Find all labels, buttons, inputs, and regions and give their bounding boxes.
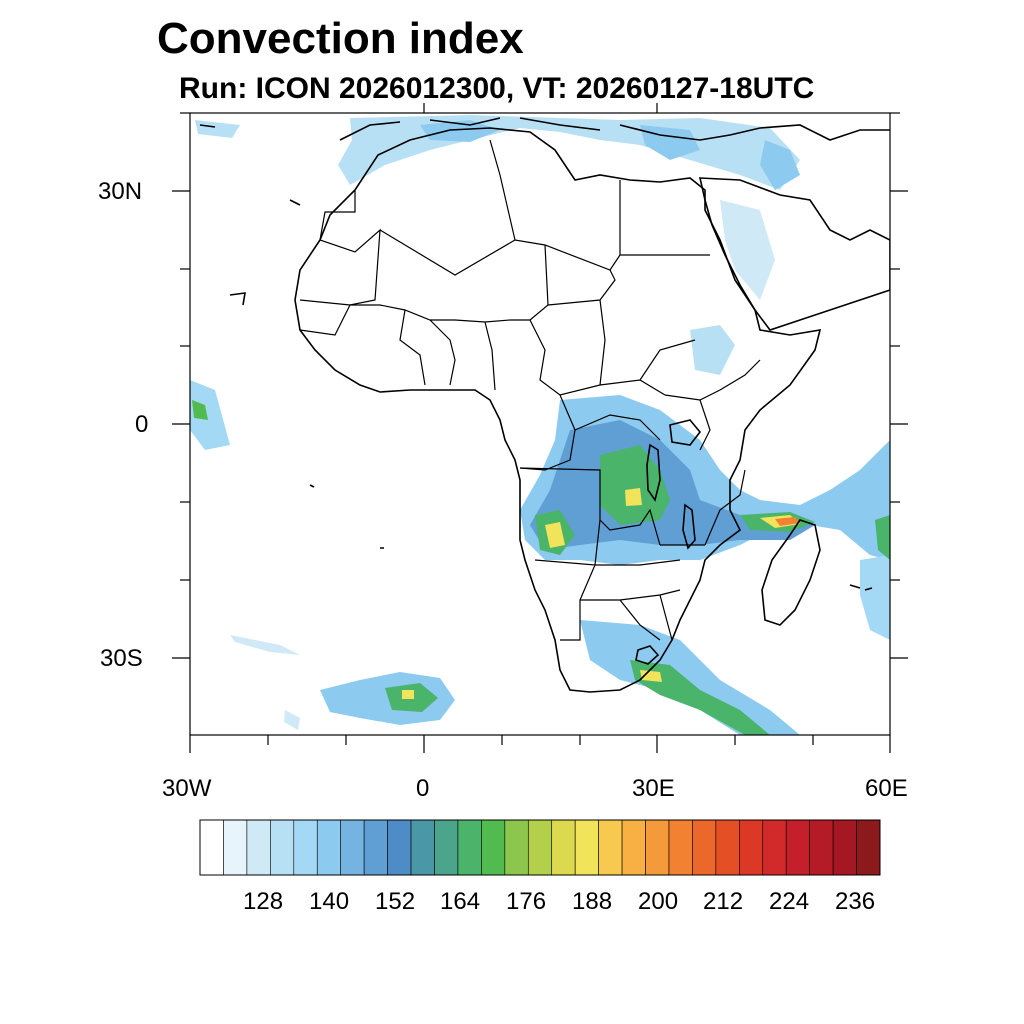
convection-patch-south-atlantic-streak [230,635,300,730]
convection-patch-southern-africa-hot [640,670,662,682]
convection-patch-westocean-strong [192,400,208,420]
colorbar-label-164: 164 [440,888,481,915]
colorbar-box-2 [246,819,271,876]
convection-patch-ethiopia [690,325,735,375]
colorbar-box-14 [527,819,553,876]
lake-tanganyika [646,443,661,502]
colorbar-box-16 [574,819,599,876]
colorbar-box-28 [856,819,881,876]
colorbar-label-212: 212 [703,888,744,915]
map-title: Convection index [157,14,524,63]
lon-label-60e: 60E [865,775,908,802]
africa-coastline [294,127,822,693]
colorbar-box-24 [762,819,787,876]
colorbar-box-8 [387,819,412,876]
colorbar-box-15 [551,819,576,876]
colorbar-box-0 [199,819,224,876]
colorbar-label-140: 140 [309,888,350,915]
border-lines-west [299,304,511,391]
colorbar-box-27 [832,819,857,876]
colorbar-label-236: 236 [835,888,876,915]
convection-field [190,115,890,735]
madagascar-coastline [761,519,821,626]
map-subtitle: Run: ICON 2026012300, VT: 20260127-18UTC [179,72,815,105]
border-lines-north [299,139,710,321]
colorbar-box-7 [363,819,388,876]
colorbar-box-19 [645,819,670,876]
island-outlines [199,124,873,591]
lat-label-0: 0 [135,411,149,438]
colorbar-box-22 [715,819,740,876]
convection-patch-south-atlantic-hot [402,690,414,699]
colorbar-box-20 [668,819,693,876]
convection-patch-east-ocean-strong [875,515,890,560]
colorbar-box-11 [457,819,482,876]
convection-patch-arabia [720,200,775,300]
lon-label-0: 0 [416,775,430,802]
colorbar-box-18 [621,819,646,876]
country-borders [299,139,761,641]
colorbar-label-200: 200 [638,888,679,915]
colorbar-label-152: 152 [375,888,416,915]
colorbar-frame [199,819,881,876]
convection-patch-southern-africa [580,620,800,735]
border-lines-south [519,399,746,641]
colorbar-box-21 [692,819,717,876]
lake-malawi [682,503,696,550]
lake-victoria [669,419,702,446]
axis-ticks [172,103,908,753]
colorbar-box-26 [809,819,834,876]
lon-label-30w: 30W [162,775,212,802]
convection-patch-westocean [190,380,230,450]
convection-patch-north-strong [420,120,800,190]
colorbar-box-6 [340,819,365,876]
convection-patch-central-africa-peak [775,517,800,526]
colorbar-label-176: 176 [506,888,547,915]
convection-patch-central-africa-core [535,445,815,555]
colorbar-label-188: 188 [572,888,613,915]
colorbar-box-9 [410,819,435,876]
colorbar-box-12 [481,819,506,876]
arabia-coastline [698,177,890,331]
colorbar-box-5 [316,819,341,876]
colorbar [199,819,881,876]
colorbar-box-23 [739,819,764,876]
colorbar-box-1 [223,819,248,876]
colorbar-label-128: 128 [243,888,284,915]
colorbar-box-17 [598,819,623,876]
colorbar-box-4 [293,819,318,876]
colorbar-box-10 [434,819,459,876]
lat-label-30n: 30N [98,178,143,205]
lon-label-30e: 30E [632,775,675,802]
europe-coastline [339,117,890,141]
border-lines-central [519,299,761,471]
colorbar-box-13 [504,819,529,876]
coastlines [199,117,890,693]
convection-patch-mozambique-channel [860,555,890,640]
lat-label-30s: 30S [100,645,143,672]
colorbar-box-25 [785,819,810,876]
colorbar-label-224: 224 [769,888,810,915]
convection-patch-southern-africa-core [630,660,770,735]
map-frame [189,112,891,736]
colorbar-box-3 [270,819,295,876]
lesotho-border [635,645,660,665]
